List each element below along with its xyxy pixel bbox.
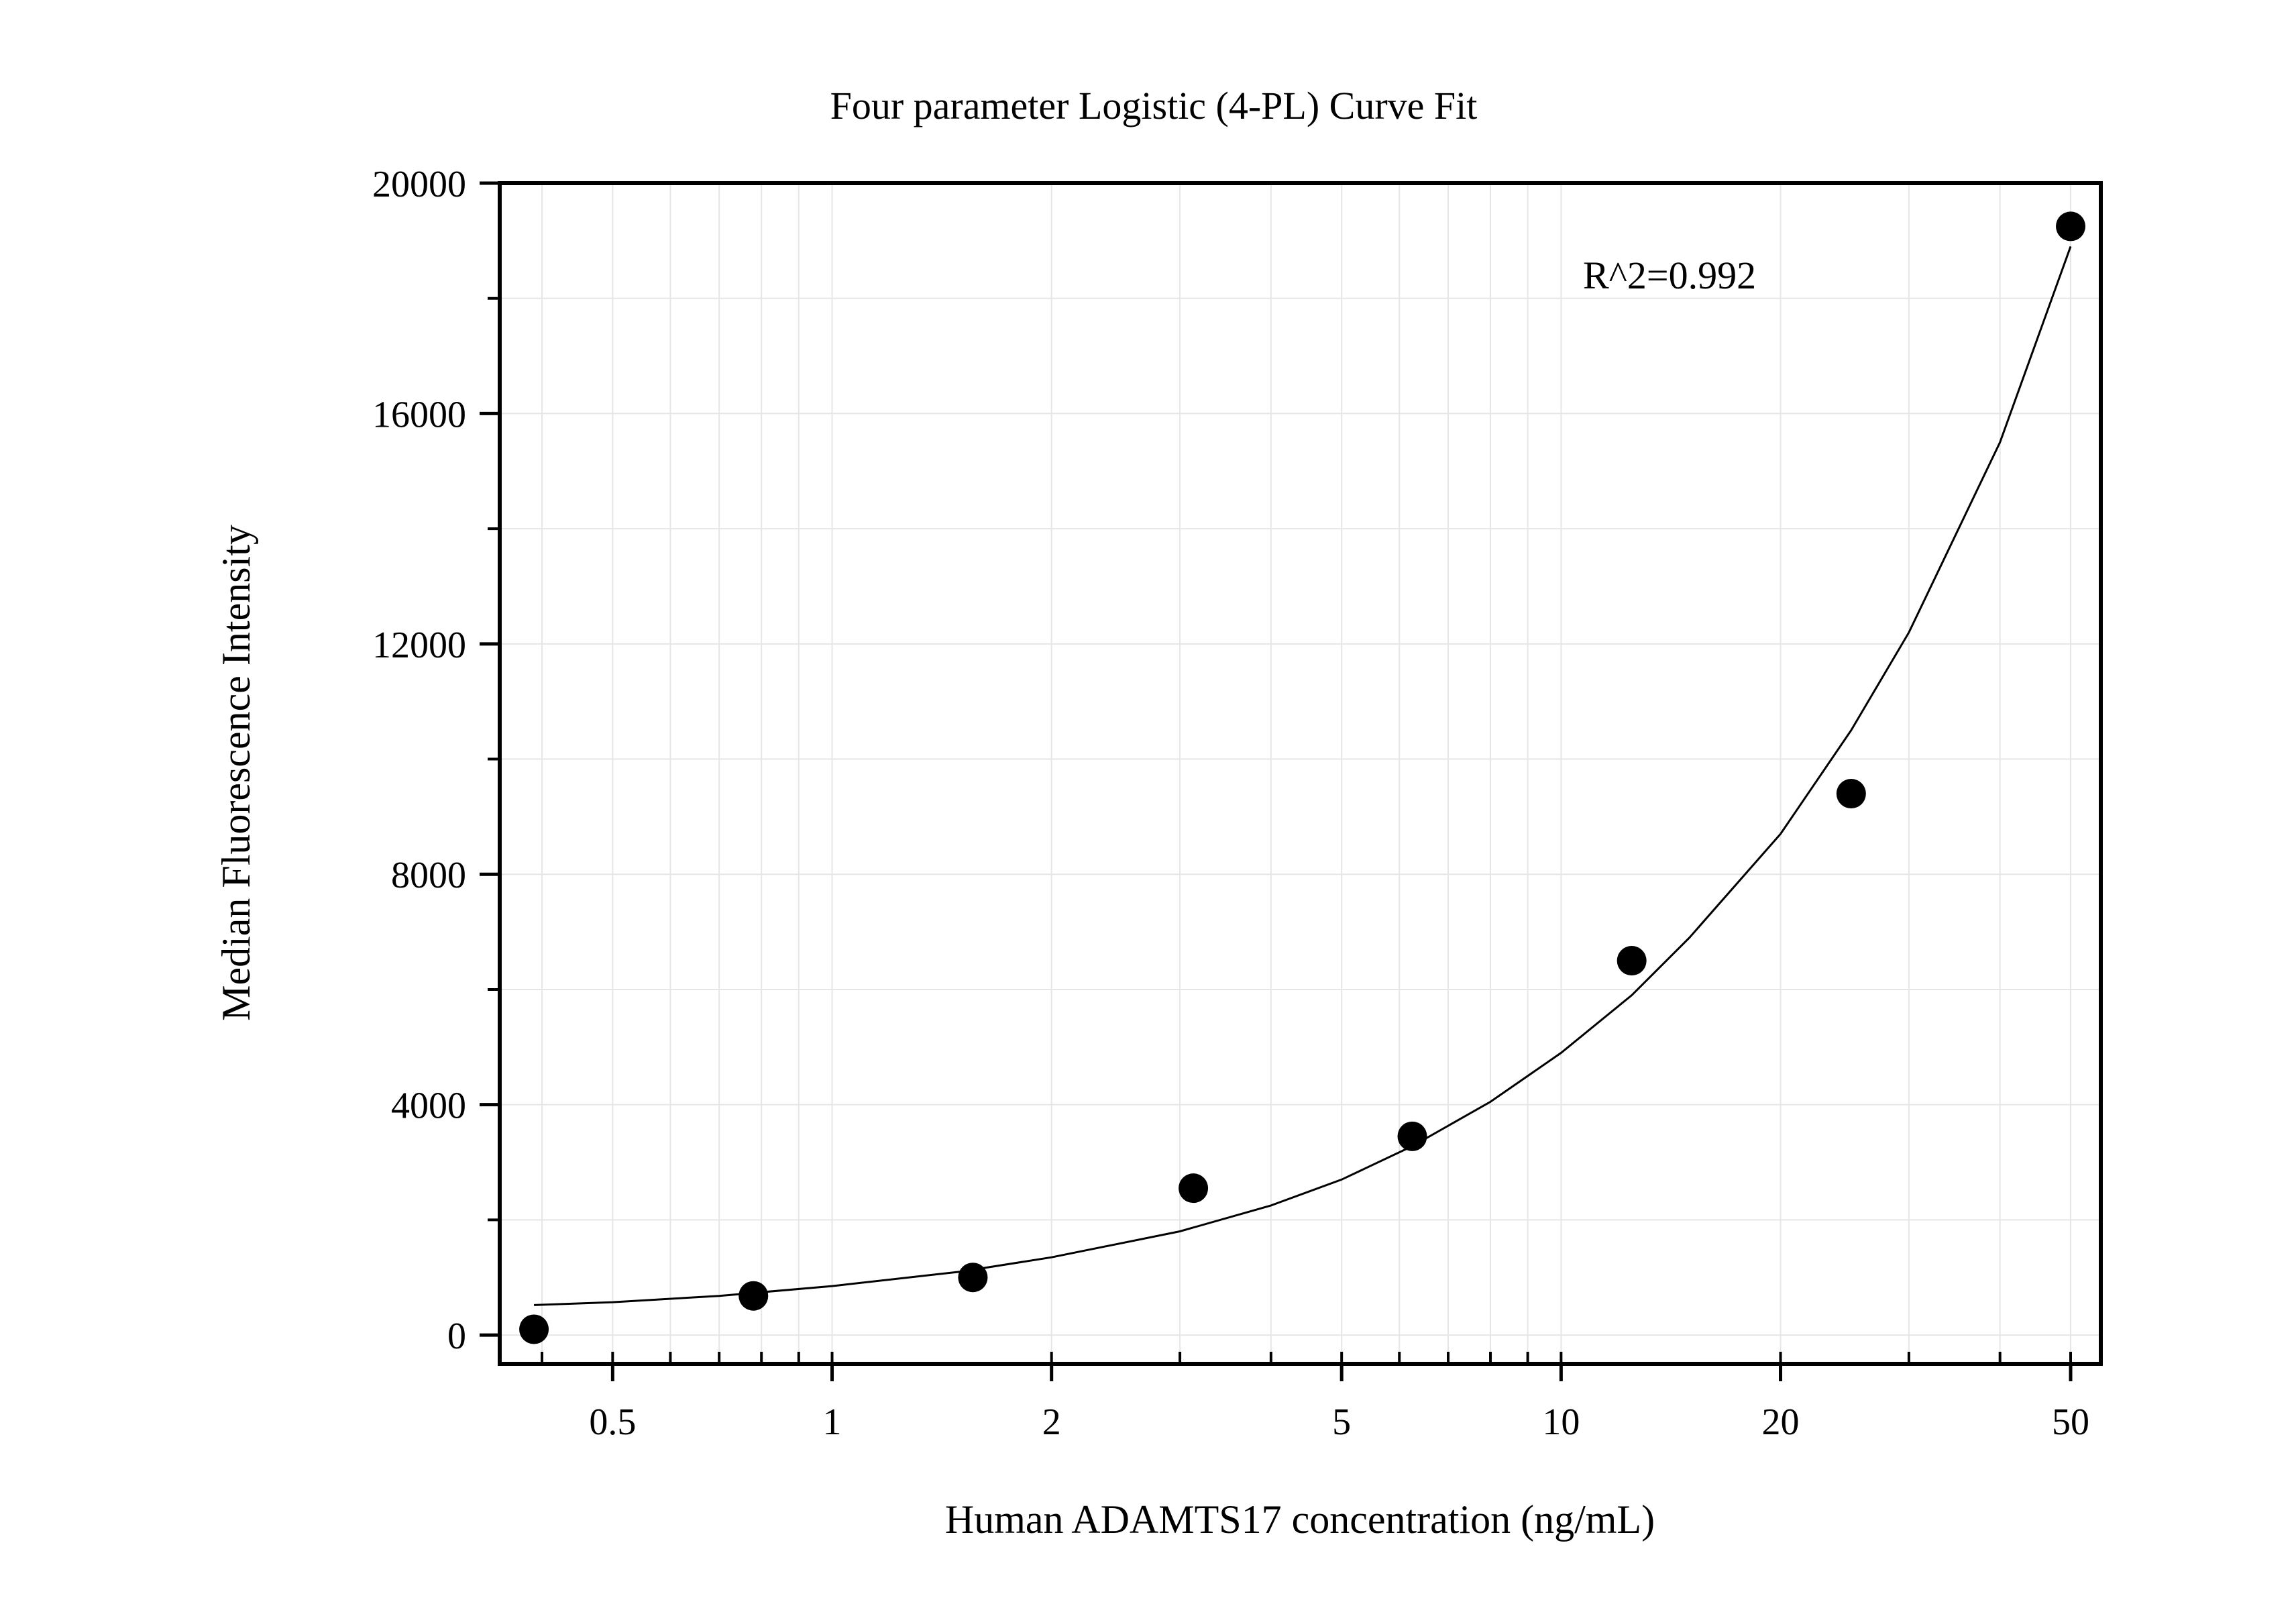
data-point — [1397, 1121, 1427, 1151]
x-tick-label: 2 — [1042, 1401, 1061, 1443]
x-axis: 0.5 1 2 5 10 20 50 — [541, 1352, 2089, 1443]
data-point — [2056, 211, 2086, 242]
y-tick-label: 16000 — [372, 394, 466, 435]
y-axis-title: Median Fluorescence Intensity — [214, 525, 258, 1021]
chart-title: Four parameter Logistic (4-PL) Curve Fit — [830, 84, 1478, 127]
data-point — [739, 1281, 769, 1311]
x-tick-label: 1 — [823, 1401, 842, 1443]
data-point — [1836, 779, 1866, 809]
y-axis: 0 4000 8000 12000 16000 20000 — [372, 164, 500, 1357]
data-point — [958, 1263, 988, 1293]
x-tick-label: 10 — [1542, 1401, 1580, 1443]
x-axis-title: Human ADAMTS17 concentration (ng/mL) — [945, 1497, 1655, 1542]
x-tick-label: 5 — [1332, 1401, 1351, 1443]
y-tick-label: 20000 — [372, 164, 466, 205]
x-tick-label: 0.5 — [589, 1401, 636, 1443]
grid — [500, 182, 2101, 1364]
data-point — [1617, 946, 1647, 976]
y-tick-label: 12000 — [372, 625, 466, 666]
fit-curve-line — [534, 246, 2072, 1306]
data-points — [519, 211, 2086, 1344]
x-tick-label: 20 — [1762, 1401, 1800, 1443]
data-point — [519, 1314, 549, 1344]
plot-frame — [498, 181, 2103, 1366]
x-tick-label: 50 — [2052, 1401, 2089, 1443]
y-tick-label: 4000 — [391, 1085, 466, 1127]
data-point — [1179, 1173, 1209, 1204]
fit-curve — [534, 246, 2072, 1306]
y-tick-label: 0 — [447, 1316, 466, 1357]
y-tick-label: 8000 — [391, 855, 466, 896]
r-squared-annotation: R^2=0.992 — [1583, 254, 1756, 297]
